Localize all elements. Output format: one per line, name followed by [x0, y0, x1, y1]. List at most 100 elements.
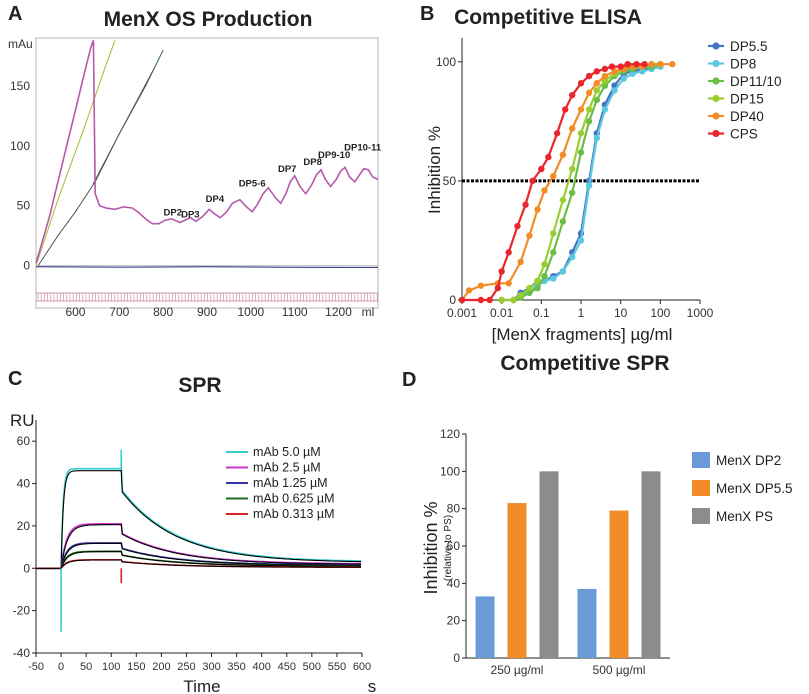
panel-a-chromatogram: A MenX OS Production mAu 0 50 100 150 600 700… — [8, 3, 382, 319]
data-point-b — [534, 277, 541, 285]
x-tick-label-b: 0.001 — [447, 306, 477, 320]
peak-label: DP9-10 — [318, 150, 350, 161]
y-tick-label-b: 100 — [436, 55, 456, 69]
data-point-b — [526, 232, 533, 239]
data-point-b — [577, 149, 585, 156]
x-axis-unit-c: s — [368, 677, 377, 694]
x-tick-label-c: 0 — [58, 661, 64, 673]
x-tick-label-b: 10 — [614, 306, 628, 320]
fit-line-c — [36, 524, 362, 569]
peak-label: DP8 — [303, 157, 321, 168]
fraction-marker-strip — [36, 292, 378, 302]
x-tick-label-b: 100 — [650, 306, 670, 320]
data-point-b — [669, 60, 676, 68]
data-point-b — [505, 280, 512, 287]
y-tick-label-c: 0 — [23, 561, 30, 575]
data-point-b — [633, 60, 640, 68]
data-point-b — [593, 80, 600, 87]
legend-label-c: mAb 5.0 µM — [253, 445, 321, 459]
data-point-b — [593, 96, 600, 104]
data-point-b — [517, 258, 524, 266]
peak-label: DP5-6 — [239, 179, 266, 190]
data-point-b — [486, 296, 493, 304]
data-point-b — [585, 106, 593, 113]
panel-d-letter: D — [402, 369, 416, 391]
data-point-b — [526, 289, 533, 297]
data-point-b — [510, 296, 517, 304]
data-point-b — [648, 60, 655, 68]
y-tick-label-c: 20 — [17, 519, 31, 533]
legend-label-b: DP11/10 — [730, 74, 782, 89]
data-point-b — [629, 70, 636, 77]
legend-label-d: MenX DP2 — [716, 453, 781, 468]
x-tick-label-a: 1200 — [325, 305, 352, 319]
sensorgram-line-c — [36, 467, 362, 570]
y-tick-label-a: 0 — [23, 259, 30, 273]
peak-label: DP10-11 — [344, 143, 382, 154]
data-point-b — [585, 72, 593, 80]
series-line-a — [37, 67, 155, 266]
panel-a-letter: A — [8, 3, 22, 25]
data-point-b — [601, 106, 609, 113]
series-line-a — [36, 266, 378, 268]
legend-label-b: CPS — [730, 127, 758, 142]
data-point-b — [577, 130, 585, 137]
data-point-b — [550, 172, 557, 180]
series-line-a — [36, 40, 378, 264]
data-point-b — [559, 268, 567, 275]
data-point-b — [538, 165, 545, 173]
data-point-b — [577, 80, 585, 87]
x-tick-label-c: 250 — [177, 661, 195, 673]
chart-title-c: SPR — [178, 374, 221, 397]
x-tick-label-b: 1000 — [687, 306, 714, 320]
x-tick-label-a: 1100 — [282, 305, 308, 319]
y-tick-label-c: -40 — [13, 646, 31, 660]
legend-label-d: MenX PS — [716, 509, 773, 524]
data-point-b — [494, 284, 502, 292]
y-tick-label-b: 50 — [443, 174, 457, 188]
fit-line-c — [36, 551, 361, 569]
legend-label-b: DP5.5 — [730, 39, 768, 54]
x-tick-label-c: 50 — [80, 661, 92, 673]
data-point-b — [498, 296, 505, 304]
y-axis-label-a: mAu — [8, 37, 33, 51]
data-point-b — [514, 222, 521, 230]
chart-title-b: Competitive ELISA — [454, 6, 642, 29]
legend-swatch-d — [692, 480, 710, 496]
peak-label: DP2 — [164, 207, 182, 218]
data-point-b — [517, 292, 524, 299]
panel-d-competitive-spr: D Competitive SPR Inhibition % (relative… — [402, 352, 793, 677]
data-point-b — [577, 106, 585, 113]
data-point-b — [601, 65, 609, 73]
data-point-b — [611, 87, 618, 94]
x-tick-label-a: 700 — [109, 305, 129, 319]
panel-c-spr: C SPR RU Time s -40 -20 0 20 40 60 -50 0 50 100 15… — [8, 368, 376, 694]
data-point-b — [569, 125, 576, 132]
legend-label-c: mAb 0.313 µM — [253, 507, 335, 521]
fit-line-c — [36, 470, 361, 569]
data-point-b — [593, 134, 600, 142]
peak-label: DP4 — [206, 194, 225, 205]
y-axis-label-b: Inhibition % — [425, 126, 444, 214]
data-point-b — [529, 177, 536, 185]
data-point-b — [559, 218, 567, 225]
data-point-b — [534, 206, 541, 213]
data-point-b — [569, 189, 576, 197]
data-point-b — [577, 237, 585, 244]
series-group-a — [36, 40, 378, 268]
x-tick-label-c: 350 — [227, 661, 245, 673]
y-tick-label-c: 40 — [17, 477, 31, 491]
data-point-b — [545, 153, 552, 161]
x-tick-label-c: 300 — [202, 661, 220, 673]
legend-label-c: mAb 2.5 µM — [253, 461, 321, 475]
data-point-b — [601, 77, 609, 85]
legend-label-b: DP15 — [730, 92, 764, 107]
legend-marker-b — [712, 77, 720, 85]
x-tick-label-c: 550 — [328, 661, 346, 673]
category-label-d: 250 µg/ml — [491, 663, 544, 677]
x-tick-label-c: 400 — [253, 661, 271, 673]
legend-label-b: DP8 — [730, 57, 756, 72]
category-label-d: 500 µg/ml — [593, 663, 646, 677]
bar-d — [609, 510, 629, 658]
x-axis-unit-a: ml — [362, 305, 375, 319]
